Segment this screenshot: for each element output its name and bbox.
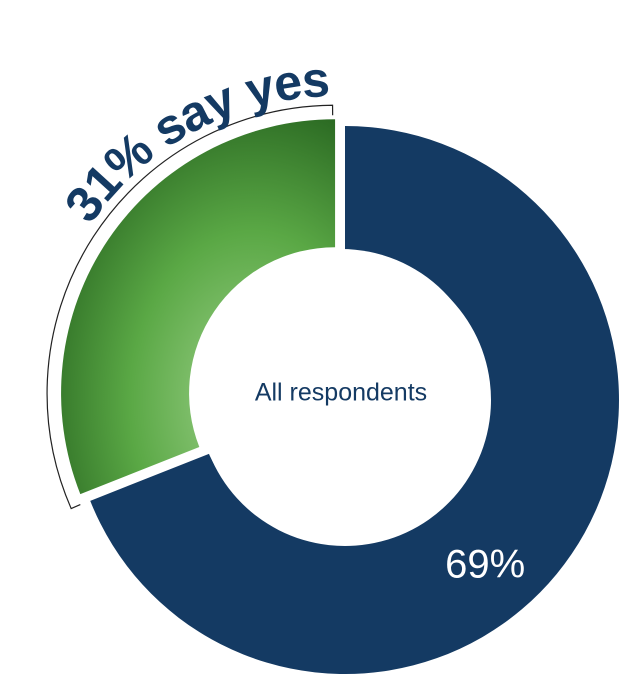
value-label: 69% (445, 543, 525, 587)
donut-segment (61, 119, 336, 495)
donut-hole (196, 249, 486, 539)
segment-outline (46, 104, 334, 510)
center-label: All respondents (255, 379, 427, 407)
donut-segment (90, 126, 620, 675)
